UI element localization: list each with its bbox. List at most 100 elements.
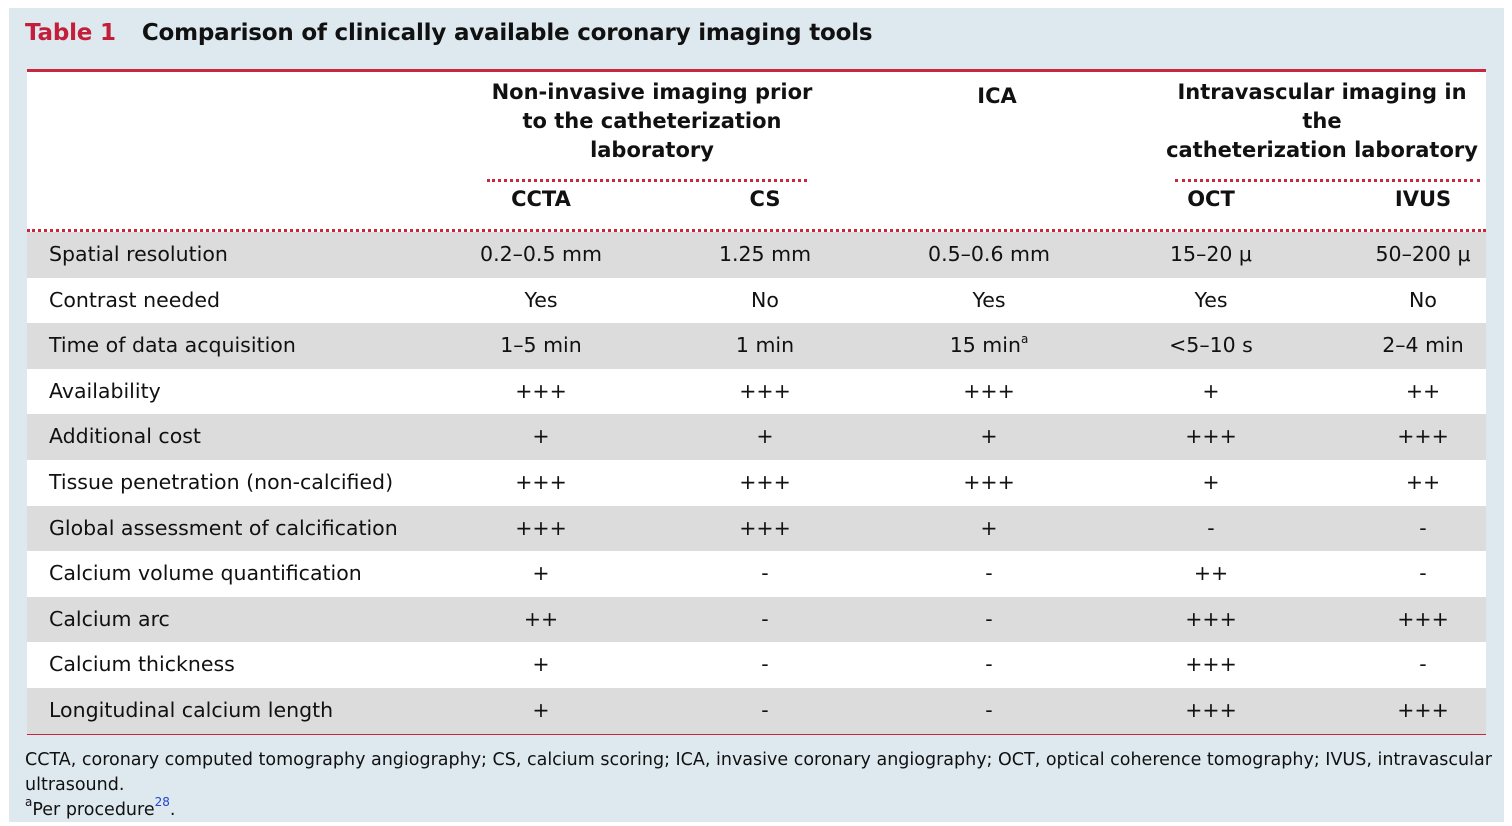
cell-ivus: - [1419, 561, 1427, 586]
cell-ccta: + [532, 652, 550, 677]
group-header-line: to the catheterization [522, 109, 782, 133]
group-header-line: ICA [977, 84, 1017, 108]
table-row: Calcium thickness + - - +++ - [27, 642, 1486, 688]
cell-ivus: ++ [1405, 469, 1441, 494]
cell-ica: +++ [963, 378, 1015, 403]
header-divider [27, 229, 1486, 232]
cell-cs: - [761, 697, 769, 722]
table-caption: Table 1 Comparison of clinically availabl… [25, 20, 873, 50]
cell-oct: <5–10 s [1169, 333, 1253, 358]
group-header-noninvasive: Non-invasive imaging prior to the cathet… [467, 78, 837, 165]
cell-oct: ++ [1193, 561, 1229, 586]
cell-ccta: +++ [515, 469, 567, 494]
table-row: Tissue penetration (non-calcified) +++ +… [27, 459, 1486, 506]
cell-ccta: + [532, 697, 550, 722]
table-row: Longitudinal calcium length + - - +++ ++… [27, 687, 1486, 734]
cell-ica: Yes [972, 287, 1006, 312]
table-row: Global assessment of calcification +++ +… [27, 505, 1486, 552]
footnote-note: aPer procedure28. [25, 795, 1495, 823]
comparison-table: Non-invasive imaging prior to the cathet… [27, 69, 1486, 735]
cell-cs: - [761, 561, 769, 586]
cell-ivus: 50–200 μ [1375, 242, 1471, 266]
cell-ivus: 2–4 min [1382, 333, 1464, 358]
cell-ica: - [985, 652, 993, 677]
cell-ica: + [980, 424, 998, 449]
cell-ivus: +++ [1397, 606, 1449, 631]
table-body: Spatial resolution 0.2–0.5 mm 1.25 mm 0.… [27, 232, 1486, 734]
table-label: Table 1 [25, 20, 116, 46]
cell-ica: - [985, 697, 993, 722]
column-header-oct: OCT [1187, 187, 1235, 211]
group-header-line: catheterization laboratory [1166, 138, 1478, 162]
cell-oct: 15–20 μ [1170, 242, 1252, 266]
group-divider-intravascular [1175, 179, 1480, 182]
cell-ccta: 0.2–0.5 mm [480, 242, 602, 266]
cell-oct: Yes [1194, 287, 1228, 312]
group-header-ica: ICA [937, 82, 1057, 111]
table-row: Calcium arc ++ - - +++ +++ [27, 596, 1486, 643]
group-header-intravascular: Intravascular imaging in the catheteriza… [1157, 78, 1487, 165]
table-title: Comparison of clinically available coron… [141, 20, 873, 46]
cell-ivus: - [1419, 515, 1427, 540]
cell-ica: 0.5–0.6 mm [928, 242, 1050, 266]
cell-ccta: + [532, 424, 550, 449]
cell-ccta: Yes [524, 287, 558, 312]
table-row: Additional cost + + + +++ +++ [27, 414, 1486, 460]
table-row: Calcium volume quantification + - - ++ - [27, 551, 1486, 597]
cell-cs: 1.25 mm [718, 242, 812, 266]
column-header-ccta: CCTA [511, 187, 571, 211]
footnote-abbreviations: CCTA, coronary computed tomography angio… [25, 750, 1492, 795]
table-row: Availability +++ +++ +++ + ++ [27, 368, 1486, 415]
cell-oct: +++ [1185, 606, 1237, 631]
footnote-marker: a [1020, 332, 1029, 347]
row-label: Calcium thickness [49, 652, 235, 677]
row-label: Calcium volume quantification [49, 561, 362, 586]
cell-ccta: 1–5 min [500, 333, 582, 358]
table-row: Spatial resolution 0.2–0.5 mm 1.25 mm 0.… [27, 232, 1486, 278]
row-label: Tissue penetration (non-calcified) [49, 469, 394, 494]
row-label: Availability [49, 378, 161, 403]
cell-cs: No [751, 287, 779, 312]
row-label: Contrast needed [49, 287, 220, 312]
cell-ivus: +++ [1397, 697, 1449, 722]
table-header: Non-invasive imaging prior to the cathet… [27, 72, 1486, 232]
row-label: Longitudinal calcium length [49, 697, 334, 722]
cell-ivus: - [1419, 652, 1427, 677]
cell-cs: +++ [739, 378, 791, 403]
cell-ivus: No [1409, 287, 1437, 312]
cell-ccta: ++ [523, 606, 559, 631]
cell-ccta: +++ [515, 378, 567, 403]
table-row: Contrast needed Yes No Yes Yes No [27, 277, 1486, 324]
cell-ica: - [985, 606, 993, 631]
cell-ccta: +++ [515, 515, 567, 540]
cell-ica-value: 15 min [949, 333, 1021, 358]
cell-ica: + [980, 515, 998, 540]
cell-ivus: +++ [1397, 424, 1449, 449]
cell-cs: +++ [739, 469, 791, 494]
cell-ica: 15 mina [889, 323, 1089, 369]
row-label: Calcium arc [49, 606, 170, 631]
cell-ccta: + [532, 561, 550, 586]
cell-oct: +++ [1185, 697, 1237, 722]
reference-link[interactable]: 28 [154, 795, 170, 809]
row-label: Spatial resolution [49, 242, 228, 266]
cell-oct: +++ [1185, 424, 1237, 449]
cell-cs: - [761, 652, 769, 677]
group-header-line: Non-invasive imaging prior [491, 80, 813, 104]
cell-cs: - [761, 606, 769, 631]
cell-cs: +++ [739, 515, 791, 540]
table-panel: Table 1 Comparison of clinically availabl… [9, 8, 1504, 822]
cell-ica: - [985, 561, 993, 586]
row-label: Time of data acquisition [49, 333, 296, 358]
column-header-cs: CS [749, 187, 781, 211]
cell-ivus: ++ [1405, 378, 1441, 403]
table-row: Time of data acquisition 1–5 min 1 min 1… [27, 323, 1486, 369]
group-header-line: laboratory [590, 138, 714, 162]
footnote-text: Per procedure [32, 800, 155, 820]
footnote-marker: a [25, 795, 33, 809]
table-footnote: CCTA, coronary computed tomography angio… [25, 748, 1495, 823]
cell-ica: +++ [963, 469, 1015, 494]
row-label: Global assessment of calcification [49, 515, 398, 540]
group-header-line: Intravascular imaging in the [1177, 80, 1467, 133]
cell-cs: + [756, 424, 774, 449]
